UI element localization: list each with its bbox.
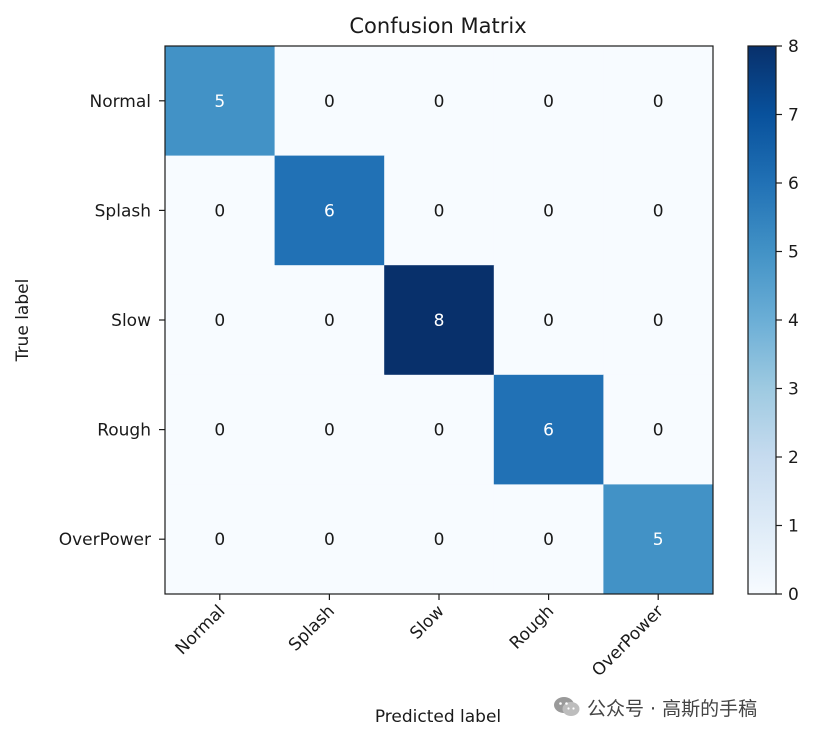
cell-value-label: 0 [214, 311, 225, 331]
cell-value-label: 0 [653, 311, 664, 331]
colorbar-tick-label: 4 [788, 311, 799, 331]
cell-value-label: 5 [214, 92, 225, 112]
heatmap-cell [274, 265, 385, 376]
heatmap-cell [603, 374, 714, 485]
cell-value-label: 0 [653, 92, 664, 112]
cell-value-label: 0 [434, 421, 445, 441]
heatmap-cell [274, 46, 385, 157]
wechat-icon [554, 697, 580, 716]
colorbar-tick-label: 0 [788, 585, 799, 605]
x-tick-label: Slow [406, 601, 448, 643]
heatmap-cell [493, 265, 604, 376]
heatmap-cell [384, 265, 495, 376]
colorbar-tick-label: 1 [788, 517, 799, 537]
cell-value-label: 0 [434, 530, 445, 550]
y-tick-label: Splash [95, 201, 151, 221]
heatmap-cell [274, 374, 385, 485]
heatmap-cell-labels: 5 0 0 0 0 0 6 0 0 0 0 0 8 0 0 0 0 0 6 0 0 0 0 0 5 [214, 92, 663, 550]
colorbar-tick-label: 7 [788, 106, 799, 126]
heatmap-cell [603, 46, 714, 157]
cell-value-label: 0 [543, 201, 554, 221]
heatmap-cell [603, 265, 714, 376]
cell-value-label: 0 [653, 421, 664, 441]
heatmap-cell [384, 155, 495, 266]
heatmap-cell [165, 484, 276, 595]
cell-value-label: 0 [324, 421, 335, 441]
x-axis-label: Predicted label [375, 707, 501, 727]
heatmap-cell [493, 155, 604, 266]
y-tick-label: Slow [111, 311, 151, 331]
cell-value-label: 0 [324, 530, 335, 550]
heatmap-cell [603, 484, 714, 595]
watermark: 公众号 · 高斯的手稿 [553, 692, 757, 722]
x-tick-label: Rough [506, 601, 558, 653]
heatmap-cell [165, 46, 276, 157]
colorbar-tick-label: 8 [788, 37, 799, 57]
colorbar-tick-label: 5 [788, 243, 799, 263]
heatmap-cell [384, 484, 495, 595]
cell-value-label: 0 [543, 92, 554, 112]
cell-value-label: 8 [434, 311, 445, 331]
colorbar [747, 45, 777, 595]
x-tick-label: Normal [172, 601, 230, 659]
y-axis-ticks: Normal Splash Slow Rough OverPower [59, 92, 165, 550]
y-tick-label: Normal [89, 92, 151, 112]
colorbar-ticks: 0 1 2 3 4 5 6 7 8 [776, 37, 799, 605]
x-tick-label: Splash [285, 601, 339, 655]
heatmap-cell [493, 46, 604, 157]
chart-title: Confusion Matrix [349, 14, 526, 38]
cell-value-label: 0 [543, 530, 554, 550]
x-tick-label: OverPower [588, 601, 667, 680]
cell-value-label: 0 [324, 92, 335, 112]
heatmap-cell [384, 374, 495, 485]
x-axis-ticks: Normal Splash Slow Rough OverPower [172, 594, 668, 681]
cell-value-label: 5 [653, 530, 664, 550]
heatmap-cell [603, 155, 714, 266]
cell-value-label: 0 [214, 530, 225, 550]
colorbar-tick-label: 3 [788, 380, 799, 400]
watermark-text: 公众号 · 高斯的手稿 [587, 697, 758, 720]
heatmap-cell [165, 265, 276, 376]
cell-value-label: 0 [434, 92, 445, 112]
heatmap-cell [165, 155, 276, 266]
heatmap-cell [165, 374, 276, 485]
y-tick-label: Rough [97, 421, 151, 441]
heatmap-cell [274, 155, 385, 266]
y-axis-label: True label [13, 279, 33, 363]
cell-value-label: 6 [543, 421, 554, 441]
heatmap-cell [274, 484, 385, 595]
cell-value-label: 0 [543, 311, 554, 331]
cell-value-label: 0 [324, 311, 335, 331]
heatmap-cell [384, 46, 495, 157]
colorbar-tick-label: 6 [788, 174, 799, 194]
cell-value-label: 0 [653, 201, 664, 221]
heatmap-cell [493, 374, 604, 485]
cell-value-label: 0 [214, 421, 225, 441]
heatmap-cells [165, 46, 714, 595]
cell-value-label: 0 [434, 201, 445, 221]
cell-value-label: 6 [324, 201, 335, 221]
colorbar-tick-label: 2 [788, 448, 799, 468]
y-tick-label: OverPower [59, 530, 151, 550]
cell-value-label: 0 [214, 201, 225, 221]
heatmap-cell [493, 484, 604, 595]
